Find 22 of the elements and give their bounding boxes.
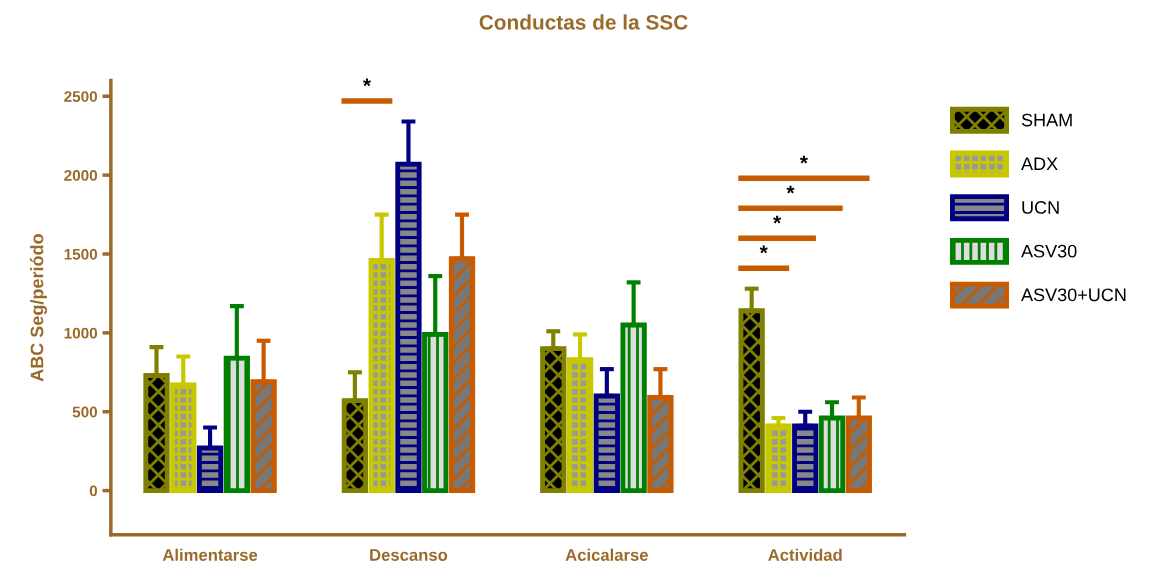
y-tick-label: 1500 [64,248,98,260]
y-tick-label: 2000 [64,170,98,181]
y-axis-title: ABC Seg/periódo [29,234,48,382]
annotation: * [773,215,782,224]
legend-label: ASV30 [1021,244,1077,258]
x-tick-label: Acicalarse [565,548,648,561]
y-tick-label: 2500 [64,91,98,102]
annotation: * [786,185,795,194]
y-tick-label: 0 [89,485,98,497]
x-tick-label: Descanso [370,549,448,561]
legend-label: ADX [1021,157,1058,170]
legend-label: SHAM [1021,113,1072,127]
y-tick-label: 1000 [64,327,98,339]
legend-label: ASV30+UCN [1021,288,1126,302]
chart-title: Conductas de la SSC [479,14,688,30]
annotation: * [799,155,808,164]
annotation: * [362,78,371,87]
legend-label: UCN [1022,201,1059,214]
annotation: * [759,245,768,254]
x-tick-label: Actividad [768,548,842,561]
y-tick-label: 500 [72,406,98,418]
x-tick-label: Alimentarse [162,548,258,561]
